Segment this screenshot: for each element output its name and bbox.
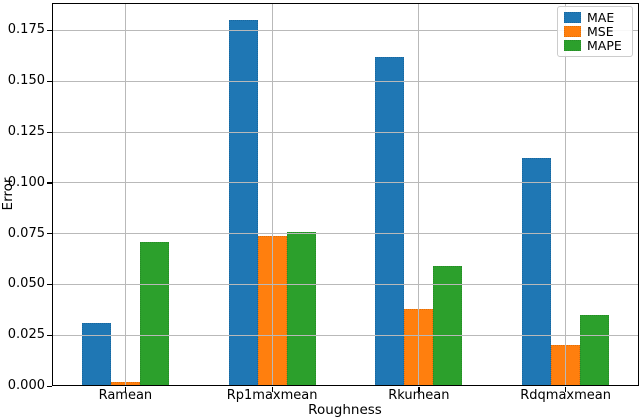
y-tick-label: 0.050 bbox=[7, 276, 45, 292]
legend-swatch-mse bbox=[564, 25, 581, 37]
x-tick-mark bbox=[565, 387, 567, 392]
legend-label-mape: MAPE bbox=[587, 38, 622, 54]
bar-mape-rkumean bbox=[433, 266, 463, 386]
legend: MAE MSE MAPE bbox=[557, 6, 633, 57]
legend-label-mae: MAE bbox=[587, 9, 615, 25]
bar-mse-rdqmaxmean bbox=[551, 345, 581, 386]
x-tick-label-rdqmaxmean: Rdqmaxmean bbox=[520, 388, 611, 403]
legend-item-mae: MAE bbox=[564, 11, 626, 24]
y-tick-label: 0.150 bbox=[7, 73, 45, 89]
bars-layer bbox=[52, 3, 639, 386]
y-tick-label: 0.125 bbox=[7, 124, 45, 140]
y-tick-label: 0.175 bbox=[7, 22, 45, 38]
y-tick-mark bbox=[47, 334, 52, 336]
bar-mae-rdqmaxmean bbox=[522, 158, 552, 386]
bar-mse-rp1maxmean bbox=[257, 235, 287, 386]
y-tick-mark bbox=[47, 233, 52, 235]
bar-mae-ramean bbox=[81, 323, 111, 386]
y-tick-label: 0.000 bbox=[7, 378, 45, 393]
y-tick-mark bbox=[47, 283, 52, 286]
legend-label-mse: MSE bbox=[587, 23, 614, 39]
legend-swatch-mae bbox=[564, 11, 581, 23]
x-tick-label-rkumean: Rkumean bbox=[388, 388, 450, 403]
y-tick-label: 0.100 bbox=[7, 174, 45, 190]
y-tick-label: 0.075 bbox=[7, 225, 45, 241]
y-axis-title: Error bbox=[0, 177, 16, 211]
bar-mae-rkumean bbox=[375, 56, 405, 386]
legend-item-mse: MSE bbox=[564, 25, 626, 38]
y-tick-mark bbox=[47, 29, 52, 32]
y-tick-mark bbox=[47, 385, 52, 387]
bar-mse-ramean bbox=[110, 381, 140, 386]
x-axis-title: Roughness bbox=[308, 402, 382, 418]
bar-mape-rdqmaxmean bbox=[580, 314, 610, 386]
legend-item-mape: MAPE bbox=[564, 39, 626, 52]
bar-mape-ramean bbox=[139, 241, 169, 386]
x-tick-label-ramean: Ramean bbox=[98, 388, 153, 403]
bar-mae-rp1maxmean bbox=[228, 20, 258, 386]
y-tick-mark bbox=[47, 80, 52, 83]
y-tick-label: 0.025 bbox=[7, 327, 45, 343]
legend-swatch-mape bbox=[564, 40, 581, 52]
bar-mse-rkumean bbox=[404, 308, 434, 386]
x-tick-label-rp1maxmean: Rp1maxmean bbox=[226, 388, 318, 403]
x-tick-mark bbox=[124, 387, 127, 392]
plot-area bbox=[52, 3, 639, 386]
x-tick-mark bbox=[271, 387, 273, 392]
y-tick-mark bbox=[47, 182, 52, 184]
y-tick-mark bbox=[47, 131, 52, 133]
bar-mape-rp1maxmean bbox=[286, 231, 316, 386]
x-tick-mark bbox=[418, 387, 420, 392]
